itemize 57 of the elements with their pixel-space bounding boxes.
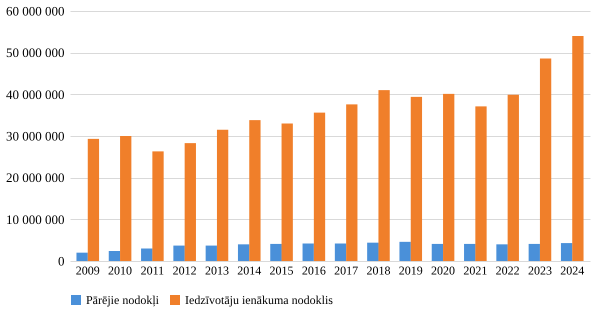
- bar: [443, 94, 454, 261]
- bar: [572, 36, 584, 261]
- bar: [496, 244, 508, 261]
- bar: [108, 251, 120, 261]
- legend-label: Iedzīvotāju ienākuma nodoklis: [185, 293, 334, 307]
- bar: [152, 151, 164, 261]
- x-tick-label: 2014: [237, 264, 262, 278]
- x-tick-label: 2011: [140, 264, 164, 278]
- bar: [346, 104, 358, 261]
- bar: [206, 246, 217, 261]
- bar: [540, 58, 552, 261]
- bar: [249, 120, 261, 261]
- bar: [238, 244, 250, 261]
- bar: [378, 90, 390, 261]
- x-tick-label: 2018: [366, 264, 390, 278]
- bar: [560, 243, 572, 261]
- bar: [367, 242, 378, 261]
- x-tick-label: 2015: [270, 264, 294, 278]
- x-tick-label: 2021: [463, 264, 488, 278]
- bar: [216, 130, 228, 261]
- bar: [270, 244, 282, 261]
- bar: [432, 244, 444, 261]
- bar: [88, 138, 100, 261]
- bar: [508, 94, 519, 261]
- bar: [302, 244, 314, 261]
- bar: [120, 136, 132, 261]
- x-tick-label: 2017: [334, 264, 358, 278]
- bar: [314, 112, 326, 261]
- y-tick-label: 10 000 000: [6, 212, 64, 227]
- bar: [410, 96, 422, 261]
- x-tick-label: 2020: [431, 264, 456, 278]
- y-tick-label: 20 000 000: [6, 170, 64, 186]
- x-tick-label: 2019: [398, 264, 423, 278]
- x-tick-label: 2016: [302, 264, 326, 278]
- x-tick-label: 2022: [496, 264, 520, 278]
- bar: [141, 248, 152, 261]
- x-tick-label: 2024: [560, 264, 584, 278]
- y-tick-label: 0: [58, 254, 64, 268]
- x-tick-label: 2023: [528, 264, 552, 278]
- x-tick-label: 2010: [108, 264, 132, 278]
- bar: [173, 246, 185, 261]
- bar: [475, 106, 487, 261]
- x-tick-label: 2009: [76, 264, 100, 278]
- bar: [464, 244, 476, 261]
- y-tick-label: 60 000 000: [6, 4, 64, 18]
- bar: [76, 252, 88, 261]
- legend-label: Pārējie nodokļi: [86, 293, 160, 307]
- x-tick-label: 2012: [172, 264, 197, 278]
- bar: [399, 242, 411, 261]
- bar: [528, 244, 540, 261]
- bar: [184, 143, 196, 261]
- y-tick-label: 40 000 000: [6, 86, 64, 102]
- y-tick-label: 50 000 000: [6, 45, 64, 60]
- bar: [334, 244, 346, 261]
- x-tick-label: 2013: [204, 264, 229, 278]
- bar: [282, 124, 293, 261]
- y-tick-label: 30 000 000: [6, 128, 64, 144]
